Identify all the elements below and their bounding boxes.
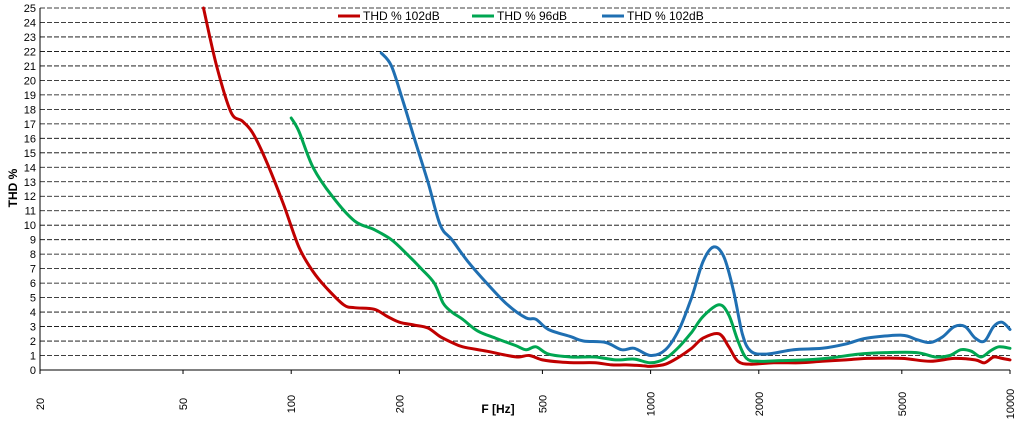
y-tick-label: 19 (24, 90, 36, 102)
x-tick-label: 20 (35, 398, 47, 410)
series-lines (202, 6, 1012, 368)
y-tick-label: 6 (30, 278, 36, 290)
y-tick-label: 0 (30, 365, 36, 377)
x-tick-label: 50 (178, 398, 190, 410)
y-tick-label: 24 (24, 17, 36, 29)
x-tick-label: 200 (394, 395, 406, 413)
y-tick-label: 11 (25, 206, 36, 218)
y-axis-ticks: 0123456789101112131415161718192021222324… (24, 3, 36, 377)
x-tick-label: 5000 (897, 392, 909, 416)
legend-label-3: THD % 102dB (627, 9, 704, 23)
y-tick-label: 23 (24, 32, 36, 44)
series-line-1 (202, 6, 1012, 368)
y-tick-label: 12 (24, 191, 36, 203)
x-axis-title: F [Hz] (481, 402, 514, 416)
y-tick-label: 9 (30, 235, 36, 247)
gridlines (40, 7, 1010, 356)
legend: THD % 102dB THD % 96dB THD % 102dB (338, 9, 704, 23)
y-tick-label: 3 (30, 322, 36, 334)
x-tick-label: 500 (537, 395, 549, 413)
y-tick-label: 14 (24, 162, 36, 174)
y-tick-label: 13 (24, 177, 36, 189)
y-tick-label: 18 (24, 104, 36, 116)
x-tick-label: 100 (286, 395, 298, 413)
legend-label-2: THD % 96dB (497, 9, 567, 23)
y-tick-label: 10 (24, 220, 36, 232)
series-line-3 (379, 51, 1012, 358)
y-tick-label: 16 (24, 133, 36, 145)
y-tick-label: 5 (30, 293, 36, 305)
x-tick-label: 2000 (754, 392, 766, 416)
x-tick-label: 1000 (646, 392, 658, 416)
y-tick-label: 8 (30, 249, 36, 261)
legend-label-1: THD % 102dB (363, 9, 440, 23)
x-tick-label: 10000 (1005, 389, 1017, 420)
y-axis-title: THD % (6, 168, 20, 207)
y-tick-label: 17 (24, 119, 36, 131)
y-tick-label: 22 (24, 46, 36, 58)
y-tick-label: 4 (30, 307, 36, 319)
y-tick-label: 2 (30, 336, 36, 348)
y-tick-label: 21 (24, 61, 36, 73)
y-tick-label: 1 (30, 351, 36, 363)
x-axis-ticks: 20 50 100 200 500 1000 2000 5000 10000 (35, 370, 1017, 419)
y-tick-label: 20 (24, 75, 36, 87)
series-line-2 (289, 116, 1012, 365)
y-tick-label: 25 (24, 3, 36, 15)
y-tick-label: 15 (24, 148, 36, 160)
y-tick-label: 7 (30, 264, 36, 276)
